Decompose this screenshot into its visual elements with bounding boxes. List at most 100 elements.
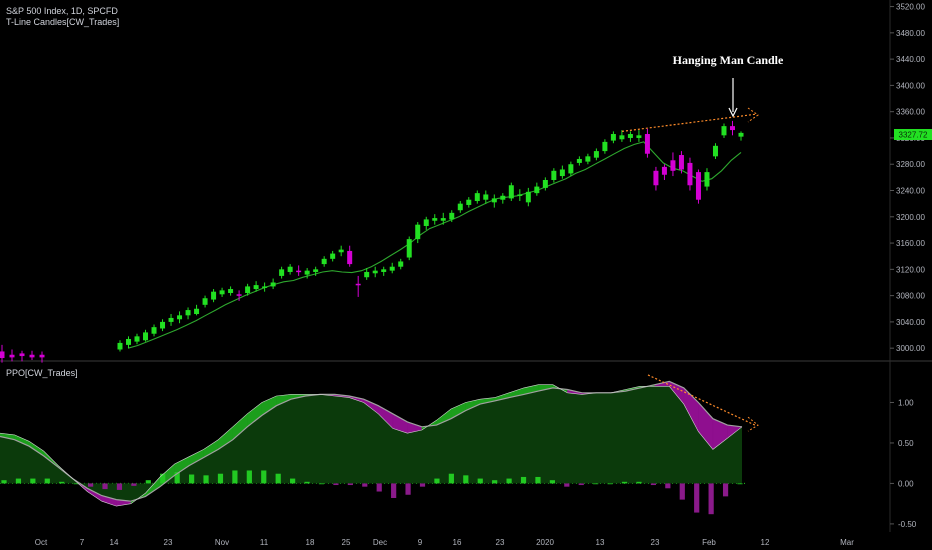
time-tick-label: Dec [373, 538, 387, 547]
histogram-bar [87, 483, 94, 487]
ppo-label: PPO[CW_Trades] [6, 368, 78, 378]
candle [568, 161, 574, 177]
candle-body [160, 321, 166, 329]
candle-body [568, 164, 574, 174]
histogram-bar [492, 480, 498, 484]
time-tick-label: 12 [761, 538, 770, 547]
candle-body [619, 135, 625, 140]
candle [313, 266, 319, 276]
candle-body [364, 271, 370, 278]
time-tick-label: 18 [306, 538, 315, 547]
candle [279, 266, 285, 279]
candle-body [262, 286, 268, 288]
candle-body [729, 126, 735, 131]
candle [440, 212, 446, 225]
candle-body [296, 270, 302, 273]
candle-body [39, 354, 45, 358]
histogram-bar [708, 483, 714, 515]
candle [636, 130, 642, 142]
candle [389, 262, 395, 274]
candle [704, 168, 710, 191]
time-tick-label: 23 [496, 538, 505, 547]
candle-body [270, 282, 276, 287]
candle-body [712, 145, 718, 157]
annotation-text: Hanging Man Candle [673, 53, 784, 67]
ppo-axis[interactable]: 1.00 0.50 0.00 -0.50 [890, 398, 917, 529]
candle [117, 340, 123, 352]
time-tick-label: Feb [702, 538, 716, 547]
candle [729, 120, 735, 136]
price-axis[interactable]: 3520.003480.003440.003400.003360.003320.… [890, 3, 925, 354]
candle [525, 187, 531, 207]
price-tick-label: 3160.00 [896, 239, 925, 248]
price-tick-label: 3240.00 [896, 187, 925, 196]
time-tick-label: Nov [215, 538, 229, 547]
candle [576, 156, 582, 166]
candle-body [211, 291, 217, 300]
histogram-bar [347, 483, 353, 486]
candle-body [593, 151, 599, 158]
candle-body [9, 354, 15, 358]
time-tick-label: 11 [260, 538, 269, 547]
trend-lines [621, 107, 759, 432]
time-axis[interactable]: Oct 7 14 23 Nov 11 18 25 Dec 9 16 23 2020 13 23 Feb 12 Ma… [35, 538, 854, 547]
ppo-tick-label: -0.50 [898, 520, 917, 529]
candle-body [245, 286, 251, 293]
time-tick-label: 14 [110, 538, 119, 547]
histogram-bar [578, 483, 584, 486]
histogram-bar [636, 481, 642, 484]
candle [126, 336, 132, 349]
candle [415, 222, 421, 244]
candle [185, 307, 191, 320]
candle-body [457, 203, 463, 211]
candle [177, 311, 183, 324]
candle [551, 168, 557, 183]
candle [134, 333, 140, 345]
candle-body [483, 194, 489, 200]
candle [202, 295, 208, 308]
candle [287, 264, 293, 275]
candle [219, 287, 225, 297]
ppo-base-fill [0, 384, 742, 507]
candle-body [177, 315, 183, 320]
candle [262, 282, 268, 292]
histogram-bar [694, 483, 700, 513]
candle [0, 344, 5, 363]
candle-body [670, 160, 676, 171]
candle-body [389, 266, 395, 271]
histogram-bar [189, 474, 195, 484]
price-trend-line [621, 113, 756, 132]
candle-body [704, 172, 710, 187]
candle [619, 130, 625, 142]
t-line-path [127, 141, 742, 349]
candle [151, 324, 157, 337]
candle [321, 256, 327, 267]
histogram-bar [607, 483, 613, 485]
histogram-bar [232, 470, 238, 484]
candle [296, 265, 302, 276]
candle [39, 351, 45, 363]
histogram-bar [737, 483, 743, 485]
candle-body [653, 170, 659, 186]
candle [585, 153, 591, 165]
candle [228, 286, 234, 296]
candle-body [185, 310, 191, 316]
candle [517, 189, 523, 202]
candle-body [525, 191, 531, 203]
histogram-bar [376, 483, 382, 492]
price-tick-label: 3440.00 [896, 55, 925, 64]
histogram-bar [564, 483, 570, 487]
candle [508, 182, 514, 202]
histogram-bar [246, 470, 252, 484]
candle-body [117, 342, 123, 350]
ppo-area [0, 381, 743, 507]
candle [406, 236, 412, 261]
histogram-bar [174, 472, 180, 484]
histogram-bar [722, 483, 729, 497]
time-tick-label: Mar [840, 538, 854, 547]
candle [687, 157, 693, 191]
candle-body [406, 239, 412, 258]
histogram-bar [520, 476, 527, 484]
histogram-bar [362, 483, 368, 487]
